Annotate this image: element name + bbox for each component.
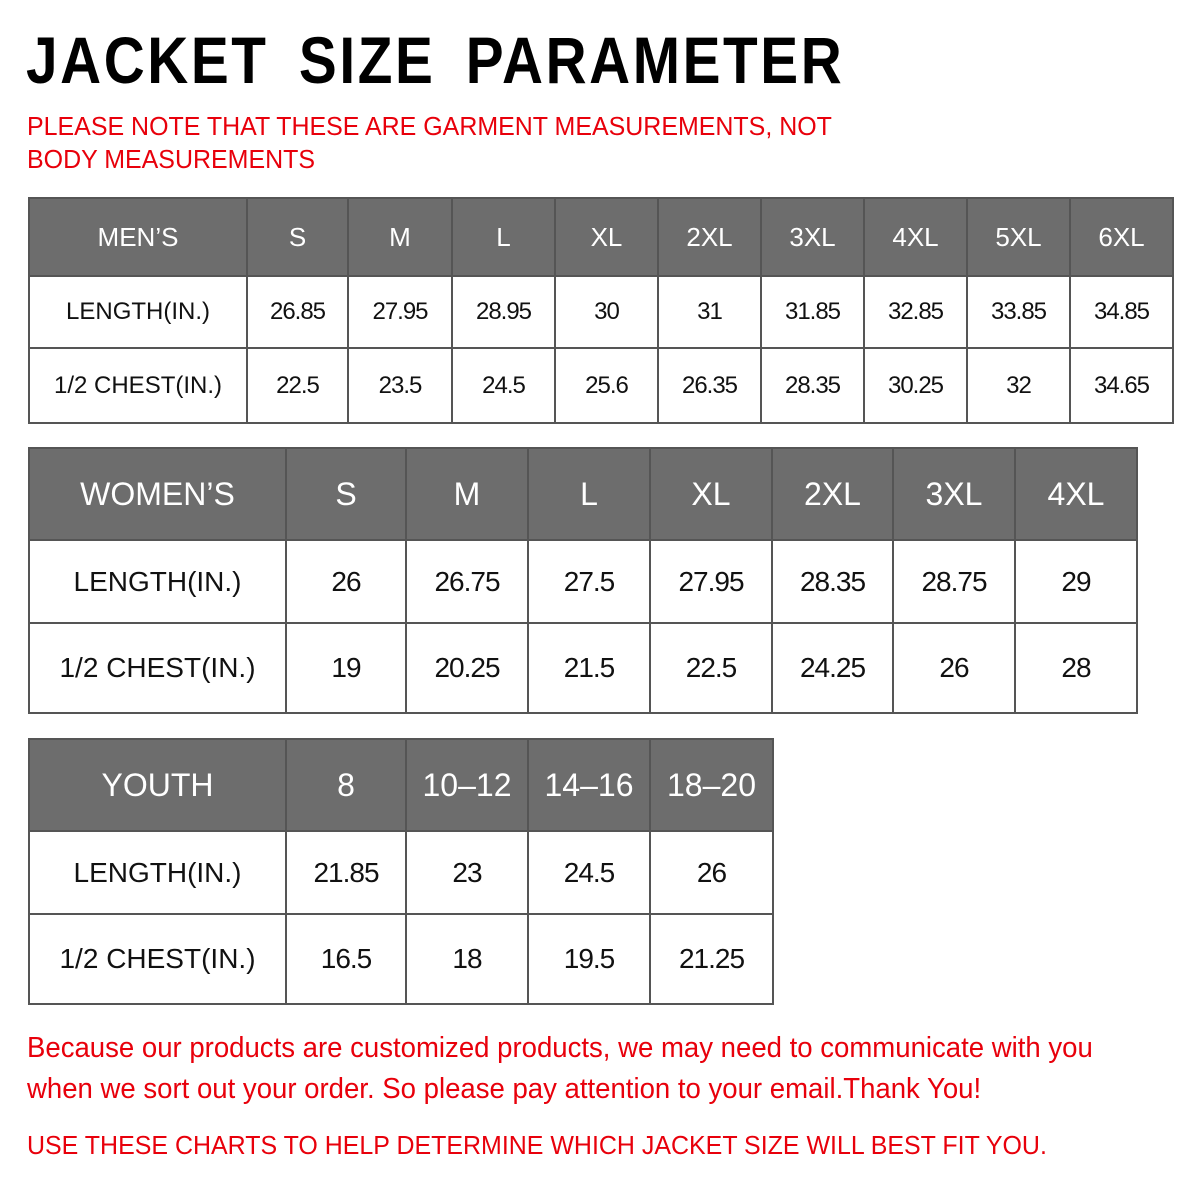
size-header: M (405, 447, 529, 541)
size-header: 6XL (1069, 197, 1174, 277)
measurement-cell: 30.25 (863, 347, 968, 424)
measurement-cell: 26.85 (246, 275, 349, 349)
size-header: L (451, 197, 556, 277)
measurement-cell: 32.85 (863, 275, 968, 349)
row-label: 1/2 CHEST(IN.) (28, 622, 287, 714)
size-header: XL (649, 447, 773, 541)
size-header: 8 (285, 738, 407, 832)
size-header: 5XL (966, 197, 1071, 277)
measurement-cell: 32 (966, 347, 1071, 424)
table-row: 1/2 CHEST(IN.) 19 20.25 21.5 22.5 24.25 26 28 (28, 622, 1138, 714)
measurement-cell: 23 (405, 830, 529, 915)
measurement-cell: 21.85 (285, 830, 407, 915)
measurement-cell: 34.65 (1069, 347, 1174, 424)
measurement-cell: 26 (649, 830, 774, 915)
measurement-cell: 34.85 (1069, 275, 1174, 349)
size-header: 4XL (1014, 447, 1138, 541)
measurement-cell: 21.5 (527, 622, 651, 714)
row-label: LENGTH(IN.) (28, 830, 287, 915)
size-header: S (285, 447, 407, 541)
size-header: 2XL (771, 447, 894, 541)
size-advice: USE THESE CHARTS TO HELP DETERMINE WHICH… (27, 1130, 1047, 1160)
size-header: 4XL (863, 197, 968, 277)
measurement-cell: 31 (657, 275, 762, 349)
header-row: MEN’S S M L XL 2XL 3XL 4XL 5XL 6XL (28, 197, 1174, 277)
measurement-cell: 28.75 (892, 539, 1016, 624)
measurement-cell: 28.35 (771, 539, 894, 624)
size-header: 10–12 (405, 738, 529, 832)
category-header: YOUTH (28, 738, 287, 832)
measurement-cell: 28.35 (760, 347, 865, 424)
category-header: MEN’S (28, 197, 248, 277)
measurement-cell: 24.5 (451, 347, 556, 424)
customization-message: Because our products are customized prod… (27, 1032, 1093, 1105)
measurement-cell: 31.85 (760, 275, 865, 349)
size-header: 3XL (892, 447, 1016, 541)
measurement-cell: 27.95 (649, 539, 773, 624)
measurement-note: PLEASE NOTE THAT THESE ARE GARMENT MEASU… (27, 111, 832, 174)
measurement-cell: 28 (1014, 622, 1138, 714)
measurement-cell: 18 (405, 913, 529, 1005)
measurement-cell: 28.95 (451, 275, 556, 349)
size-header: 2XL (657, 197, 762, 277)
mens-size-table: MEN’S S M L XL 2XL 3XL 4XL 5XL 6XL LENGTH(IN.) 26.8… (28, 197, 1174, 424)
measurement-cell: 21.25 (649, 913, 774, 1005)
measurement-cell: 24.5 (527, 830, 651, 915)
measurement-cell: 27.5 (527, 539, 651, 624)
header-row: YOUTH 8 10–12 14–16 18–20 (28, 738, 774, 832)
womens-size-table: WOMEN’S S M L XL 2XL 3XL 4XL LENGTH(IN.) 26 26.75 2… (28, 447, 1138, 714)
row-label: LENGTH(IN.) (28, 539, 287, 624)
measurement-cell: 23.5 (347, 347, 453, 424)
size-header: S (246, 197, 349, 277)
measurement-cell: 29 (1014, 539, 1138, 624)
size-header: XL (554, 197, 659, 277)
measurement-cell: 16.5 (285, 913, 407, 1005)
youth-size-table: YOUTH 8 10–12 14–16 18–20 LENGTH(IN.) 21.85 23 2… (28, 738, 774, 1005)
table-row: 1/2 CHEST(IN.) 16.5 18 19.5 21.25 (28, 913, 774, 1005)
page-title: JACKET SIZE PARAMETER (26, 23, 845, 97)
row-label: 1/2 CHEST(IN.) (28, 347, 248, 424)
measurement-cell: 26.35 (657, 347, 762, 424)
table-row: LENGTH(IN.) 21.85 23 24.5 26 (28, 830, 774, 915)
table-row: 1/2 CHEST(IN.) 22.5 23.5 24.5 25.6 26.35 28.35… (28, 347, 1174, 424)
measurement-cell: 26 (892, 622, 1016, 714)
measurement-cell: 19 (285, 622, 407, 714)
table-row: LENGTH(IN.) 26 26.75 27.5 27.95 28.35 28.75 29 (28, 539, 1138, 624)
header-row: WOMEN’S S M L XL 2XL 3XL 4XL (28, 447, 1138, 541)
measurement-cell: 24.25 (771, 622, 894, 714)
size-header: 18–20 (649, 738, 774, 832)
row-label: 1/2 CHEST(IN.) (28, 913, 287, 1005)
size-header: 14–16 (527, 738, 651, 832)
measurement-cell: 26 (285, 539, 407, 624)
measurement-cell: 30 (554, 275, 659, 349)
size-header: L (527, 447, 651, 541)
measurement-cell: 26.75 (405, 539, 529, 624)
measurement-cell: 22.5 (246, 347, 349, 424)
category-header: WOMEN’S (28, 447, 287, 541)
table-row: LENGTH(IN.) 26.85 27.95 28.95 30 31 31.85 32.85… (28, 275, 1174, 349)
measurement-cell: 33.85 (966, 275, 1071, 349)
measurement-cell: 25.6 (554, 347, 659, 424)
row-label: LENGTH(IN.) (28, 275, 248, 349)
measurement-cell: 27.95 (347, 275, 453, 349)
size-header: 3XL (760, 197, 865, 277)
measurement-cell: 20.25 (405, 622, 529, 714)
size-header: M (347, 197, 453, 277)
measurement-cell: 19.5 (527, 913, 651, 1005)
measurement-cell: 22.5 (649, 622, 773, 714)
